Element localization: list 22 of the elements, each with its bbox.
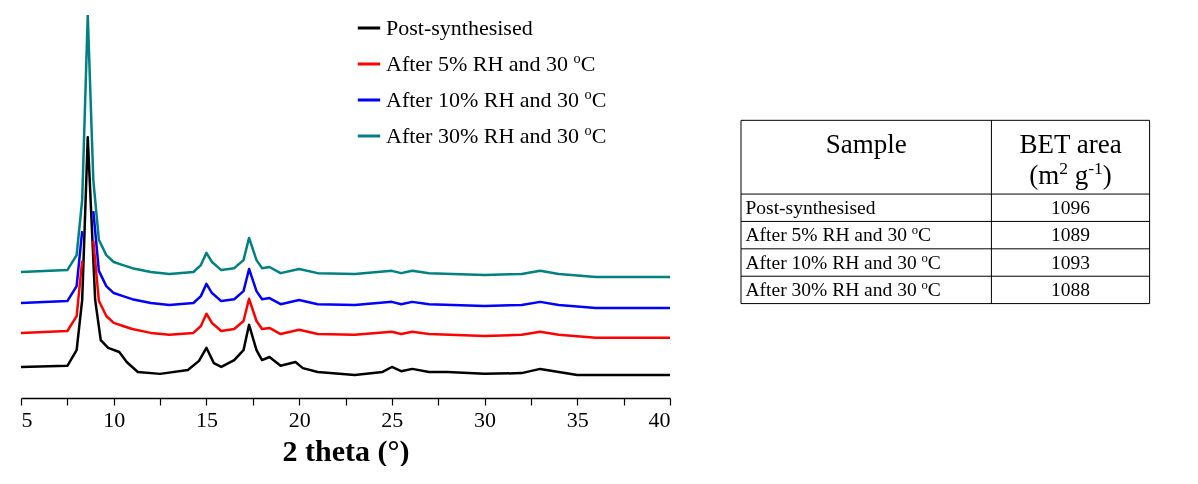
- legend-label: After 10% RH and 30 $^{o}$C: [386, 86, 607, 112]
- x-tick-label: 30: [474, 406, 497, 432]
- category-label: Post-synthesised: [745, 196, 876, 218]
- data-label: 1089: [1051, 224, 1091, 246]
- category-label: After 30% RH and 30 $^{o}$C: [745, 277, 941, 300]
- legend-label: After 30% RH and 30 $^{o}$C: [386, 122, 607, 148]
- legend-label: After 5% RH and 30 $^{o}$C: [386, 50, 596, 76]
- x-tick-label: 10: [103, 406, 126, 432]
- x-tick-label: 40: [648, 406, 671, 432]
- category-label: After 5% RH and 30 $^{o}$C: [745, 223, 932, 246]
- data-label: 1093: [1051, 251, 1091, 273]
- category-label: After 10% RH and 30 $^{o}$C: [745, 250, 941, 273]
- text: Sample: [825, 129, 907, 160]
- text: BET area (m$^{2}$ g$^{-1}$): [1019, 129, 1122, 190]
- data-label: 1096: [1051, 196, 1091, 218]
- data-label: 1088: [1051, 278, 1091, 300]
- x-tick-label: 35: [566, 406, 589, 432]
- x-tick-label: 5: [21, 406, 33, 432]
- legend-label: Post-synthesised: [386, 15, 533, 40]
- x-tick-label: 25: [381, 406, 404, 432]
- x-tick-label: 20: [288, 406, 311, 432]
- x-tick-label: 15: [195, 406, 218, 432]
